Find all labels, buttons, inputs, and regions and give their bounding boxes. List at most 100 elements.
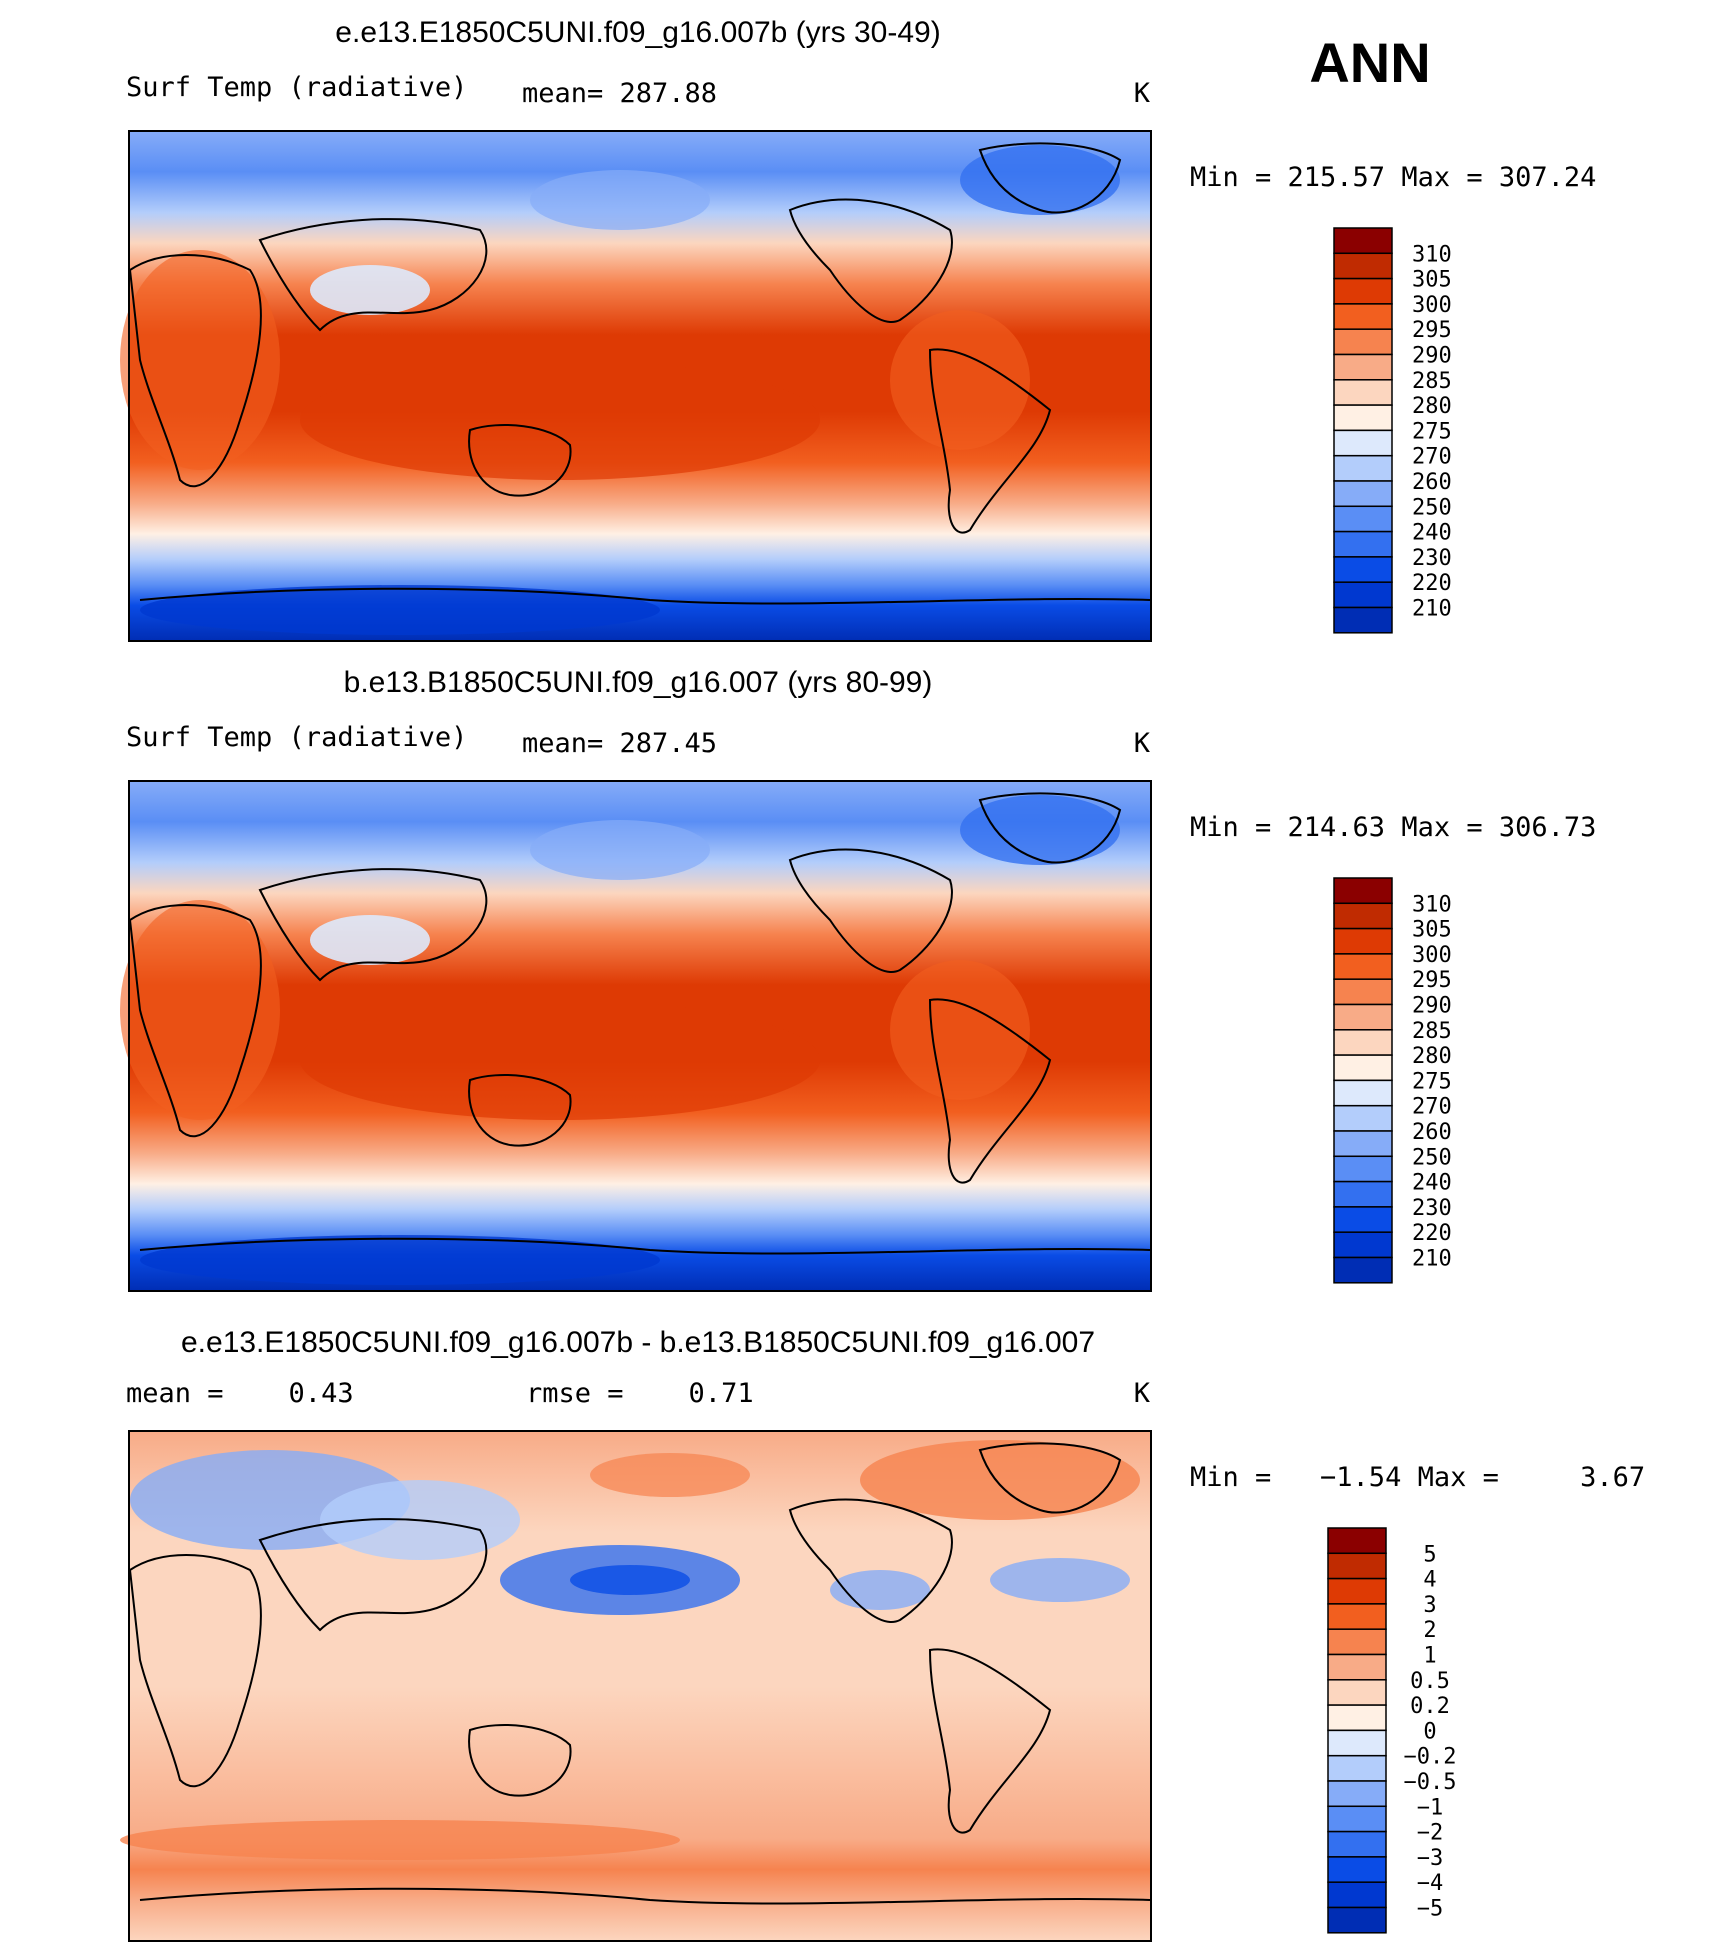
colorbar-tick-label: 0 — [1423, 1719, 1436, 1744]
colorbar-box — [1333, 252, 1393, 280]
panel-3-units: K — [1134, 1378, 1151, 1409]
colorbar-tick-label: 240 — [1412, 521, 1452, 546]
colorbar-tick-label: 280 — [1412, 1044, 1452, 1069]
colorbar-tick-label: 285 — [1412, 369, 1452, 394]
colorbar-box — [1327, 1881, 1387, 1909]
colorbar-tick-label: −3 — [1417, 1846, 1444, 1871]
colorbar-tick-label: 250 — [1412, 1145, 1452, 1170]
colorbar-tick-label: 270 — [1412, 445, 1452, 470]
colorbar-box — [1333, 877, 1393, 905]
colorbar-box — [1327, 1679, 1387, 1706]
colorbar-box — [1333, 429, 1393, 457]
colorbar-tick-label: 305 — [1412, 918, 1452, 943]
colorbar-box — [1333, 902, 1393, 930]
colorbar-tick-label: 240 — [1412, 1171, 1452, 1196]
panel-3-title: e.e13.E1850C5UNI.f09_g16.007b - b.e13.B1… — [181, 1326, 1095, 1359]
colorbar-box — [1333, 454, 1393, 482]
colorbar-tick-label: 295 — [1412, 318, 1452, 343]
colorbar-box — [1333, 1054, 1393, 1082]
colorbar-box — [1333, 480, 1393, 508]
panel-2-mean-label: mean= 287.45 — [522, 728, 717, 759]
colorbar-box — [1333, 1029, 1393, 1056]
colorbar-box — [1333, 303, 1393, 330]
colorbar-tick-label: 305 — [1412, 268, 1452, 293]
colorbar-box — [1333, 1003, 1393, 1031]
panel-3-mean-label: mean = 0.43 — [126, 1378, 354, 1409]
colorbar-box — [1327, 1704, 1387, 1732]
colorbar-box — [1327, 1780, 1387, 1808]
colorbar-box — [1327, 1653, 1387, 1681]
colorbar-box — [1333, 927, 1393, 955]
colorbar-box — [1327, 1628, 1387, 1656]
panel-2-title: b.e13.B1850C5UNI.f09_g16.007 (yrs 80-99) — [344, 666, 933, 699]
panel-2-minmax: Min = 214.63 Max = 306.73 — [1190, 812, 1596, 843]
panel-2-colorbar: 3103053002952902852802752702602502402302… — [1333, 877, 1452, 1284]
colorbar-tick-label: 230 — [1412, 1196, 1452, 1221]
panel-1-map — [120, 130, 1152, 642]
colorbar-box — [1333, 1104, 1393, 1132]
colorbar-box — [1333, 227, 1393, 255]
colorbar-box — [1333, 530, 1393, 558]
colorbar-box — [1333, 1180, 1393, 1208]
colorbar-tick-label: 290 — [1412, 994, 1452, 1019]
colorbar-box — [1327, 1552, 1387, 1580]
colorbar-tick-label: −4 — [1417, 1871, 1444, 1896]
colorbar-box — [1327, 1805, 1387, 1833]
panel-2: b.e13.B1850C5UNI.f09_g16.007 (yrs 80-99)… — [120, 666, 1596, 1292]
colorbar-tick-label: 3 — [1423, 1593, 1436, 1618]
colorbar-tick-label: 300 — [1412, 943, 1452, 968]
panel-2-map — [120, 780, 1152, 1292]
colorbar-box — [1333, 353, 1393, 381]
colorbar-box — [1333, 1231, 1393, 1259]
colorbar-tick-label: −0.5 — [1404, 1770, 1457, 1795]
panel-3-map — [120, 1430, 1152, 1942]
colorbar-tick-label: 0.5 — [1410, 1669, 1450, 1694]
colorbar-tick-label: 310 — [1412, 892, 1452, 917]
colorbar-tick-label: 295 — [1412, 968, 1452, 993]
colorbar-tick-label: 210 — [1412, 1247, 1452, 1272]
season-label: ANN — [1309, 31, 1430, 94]
colorbar-box — [1333, 1130, 1393, 1158]
colorbar-box — [1327, 1906, 1387, 1934]
colorbar-box — [1333, 1206, 1393, 1233]
colorbar-tick-label: −2 — [1417, 1821, 1444, 1846]
colorbar-tick-label: 1 — [1423, 1644, 1436, 1669]
panel-3-rmse-label: rmse = 0.71 — [526, 1378, 754, 1409]
colorbar-box — [1327, 1754, 1387, 1782]
colorbar-tick-label: 275 — [1412, 419, 1452, 444]
panel-1-variable-label: Surf Temp (radiative) — [126, 72, 467, 103]
colorbar-box — [1333, 978, 1393, 1006]
panel-2-variable-label: Surf Temp (radiative) — [126, 722, 467, 753]
colorbar-tick-label: 285 — [1412, 1019, 1452, 1044]
colorbar-box — [1333, 1256, 1393, 1284]
panel-3-minmax: Min = −1.54 Max = 3.67 — [1190, 1462, 1645, 1493]
colorbar-tick-label: 220 — [1412, 1221, 1452, 1246]
colorbar-box — [1333, 556, 1393, 583]
colorbar-tick-label: 300 — [1412, 293, 1452, 318]
colorbar-tick-label: 5 — [1423, 1542, 1436, 1567]
colorbar-tick-label: 0.2 — [1410, 1694, 1450, 1719]
colorbar-box — [1327, 1856, 1387, 1883]
colorbar-tick-label: 290 — [1412, 344, 1452, 369]
colorbar-tick-label: −5 — [1417, 1897, 1444, 1922]
colorbar-tick-label: 250 — [1412, 495, 1452, 520]
colorbar-box — [1333, 1155, 1393, 1183]
panel-3: e.e13.E1850C5UNI.f09_g16.007b - b.e13.B1… — [120, 1326, 1645, 1942]
panel-2-units: K — [1134, 728, 1151, 759]
colorbar-tick-label: 220 — [1412, 571, 1452, 596]
colorbar-tick-label: 2 — [1423, 1618, 1436, 1643]
panel-1-colorbar: 3103053002952902852802752702602502402302… — [1333, 227, 1452, 634]
colorbar-tick-label: 280 — [1412, 394, 1452, 419]
colorbar-box — [1333, 1079, 1393, 1107]
colorbar-box — [1333, 581, 1393, 609]
colorbar-tick-label: 275 — [1412, 1069, 1452, 1094]
colorbar-box — [1327, 1577, 1387, 1605]
colorbar-box — [1333, 328, 1393, 356]
colorbar-box — [1333, 404, 1393, 432]
colorbar-tick-label: 310 — [1412, 242, 1452, 267]
colorbar-box — [1333, 606, 1393, 634]
colorbar-tick-label: 260 — [1412, 1120, 1452, 1145]
panel-1-title: e.e13.E1850C5UNI.f09_g16.007b (yrs 30-49… — [335, 16, 940, 49]
